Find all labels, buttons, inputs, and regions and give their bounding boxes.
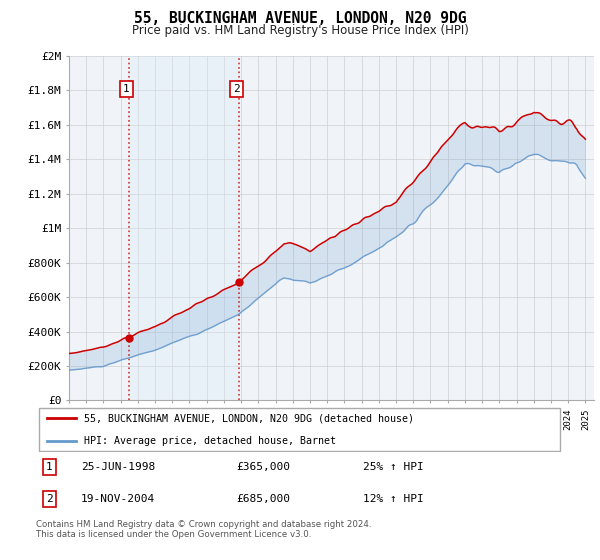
- Text: 25-JUN-1998: 25-JUN-1998: [81, 462, 155, 472]
- Text: £365,000: £365,000: [236, 462, 290, 472]
- Text: 2: 2: [233, 83, 240, 94]
- Text: HPI: Average price, detached house, Barnet: HPI: Average price, detached house, Barn…: [83, 436, 335, 446]
- Text: Price paid vs. HM Land Registry's House Price Index (HPI): Price paid vs. HM Land Registry's House …: [131, 24, 469, 36]
- Bar: [129, 56, 239, 400]
- Text: 12% ↑ HPI: 12% ↑ HPI: [364, 494, 424, 504]
- Text: 1: 1: [123, 83, 130, 94]
- Text: 1: 1: [46, 462, 53, 472]
- Text: 2: 2: [46, 494, 53, 504]
- Text: £685,000: £685,000: [236, 494, 290, 504]
- Text: 55, BUCKINGHAM AVENUE, LONDON, N20 9DG (detached house): 55, BUCKINGHAM AVENUE, LONDON, N20 9DG (…: [83, 413, 413, 423]
- Text: 55, BUCKINGHAM AVENUE, LONDON, N20 9DG: 55, BUCKINGHAM AVENUE, LONDON, N20 9DG: [134, 11, 466, 26]
- Text: Contains HM Land Registry data © Crown copyright and database right 2024.
This d: Contains HM Land Registry data © Crown c…: [36, 520, 371, 539]
- FancyBboxPatch shape: [38, 408, 560, 451]
- Text: 25% ↑ HPI: 25% ↑ HPI: [364, 462, 424, 472]
- Text: 19-NOV-2004: 19-NOV-2004: [81, 494, 155, 504]
